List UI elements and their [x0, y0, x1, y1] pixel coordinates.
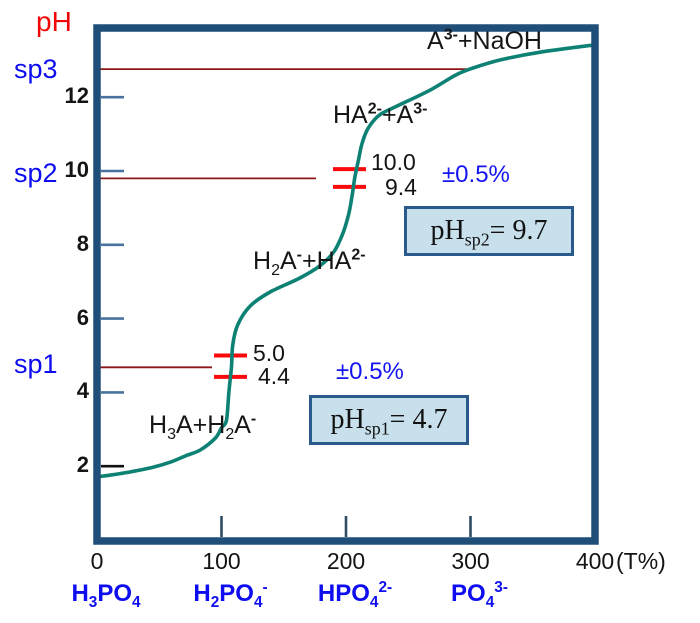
region-label-h3a-h2a: H3A+H2A- — [149, 410, 257, 443]
sp2-label: sp2 — [14, 158, 58, 188]
sp3-label: sp3 — [14, 54, 58, 84]
y-tick-label-6: 6 — [76, 304, 89, 330]
y-tick-label-2: 2 — [76, 452, 89, 478]
y-tick-label-12: 12 — [64, 83, 89, 109]
y-axis-title: pH — [36, 6, 72, 37]
titration-curve — [95, 43, 595, 479]
x-tick-label-0: 0 — [90, 548, 104, 574]
y-tick-label-8: 8 — [76, 230, 89, 256]
species-label-3: PO43- — [451, 579, 508, 611]
species-label-0: H3PO4 — [71, 580, 141, 611]
x-tick-label-400: 400 — [575, 548, 615, 574]
species-label-2: HPO42- — [317, 579, 393, 611]
y-tick-label-4: 4 — [76, 378, 89, 404]
ph-sp1-result-box: pHsp1= 4.7 — [309, 395, 469, 445]
sp2-lower-ph-value: 9.4 — [385, 174, 417, 200]
plot-frame — [93, 24, 599, 545]
sp1-upper-ph-value: 5.0 — [253, 340, 285, 366]
region-label-ha-a: HA2-+A3- — [333, 100, 428, 129]
sp2-tolerance-percent: ±0.5% — [442, 161, 510, 188]
sp1-lower-ph-value: 4.4 — [258, 363, 290, 389]
species-label-1: H2PO4- — [193, 579, 268, 611]
ph-sp1-result-text: pHsp1= 4.7 — [330, 404, 448, 439]
region-label-a-naoh: A3-+NaOH — [427, 26, 542, 55]
sp2-upper-ph-value: 10.0 — [371, 149, 416, 175]
x-tick-label-100: 100 — [202, 548, 241, 574]
x-axis-unit-label: (T%) — [616, 548, 666, 574]
x-tick-label-300: 300 — [451, 548, 490, 574]
y-tick-label-10: 10 — [64, 157, 89, 182]
sp1-tolerance-percent: ±0.5% — [336, 358, 404, 385]
sp1-label: sp1 — [14, 349, 58, 379]
region-label-h2a-ha: H2A-+HA2- — [253, 246, 366, 279]
ph-sp2-result-text: pHsp2= 9.7 — [430, 215, 548, 250]
x-tick-label-200: 200 — [326, 548, 366, 574]
ph-sp2-result-box: pHsp2= 9.7 — [404, 206, 574, 256]
